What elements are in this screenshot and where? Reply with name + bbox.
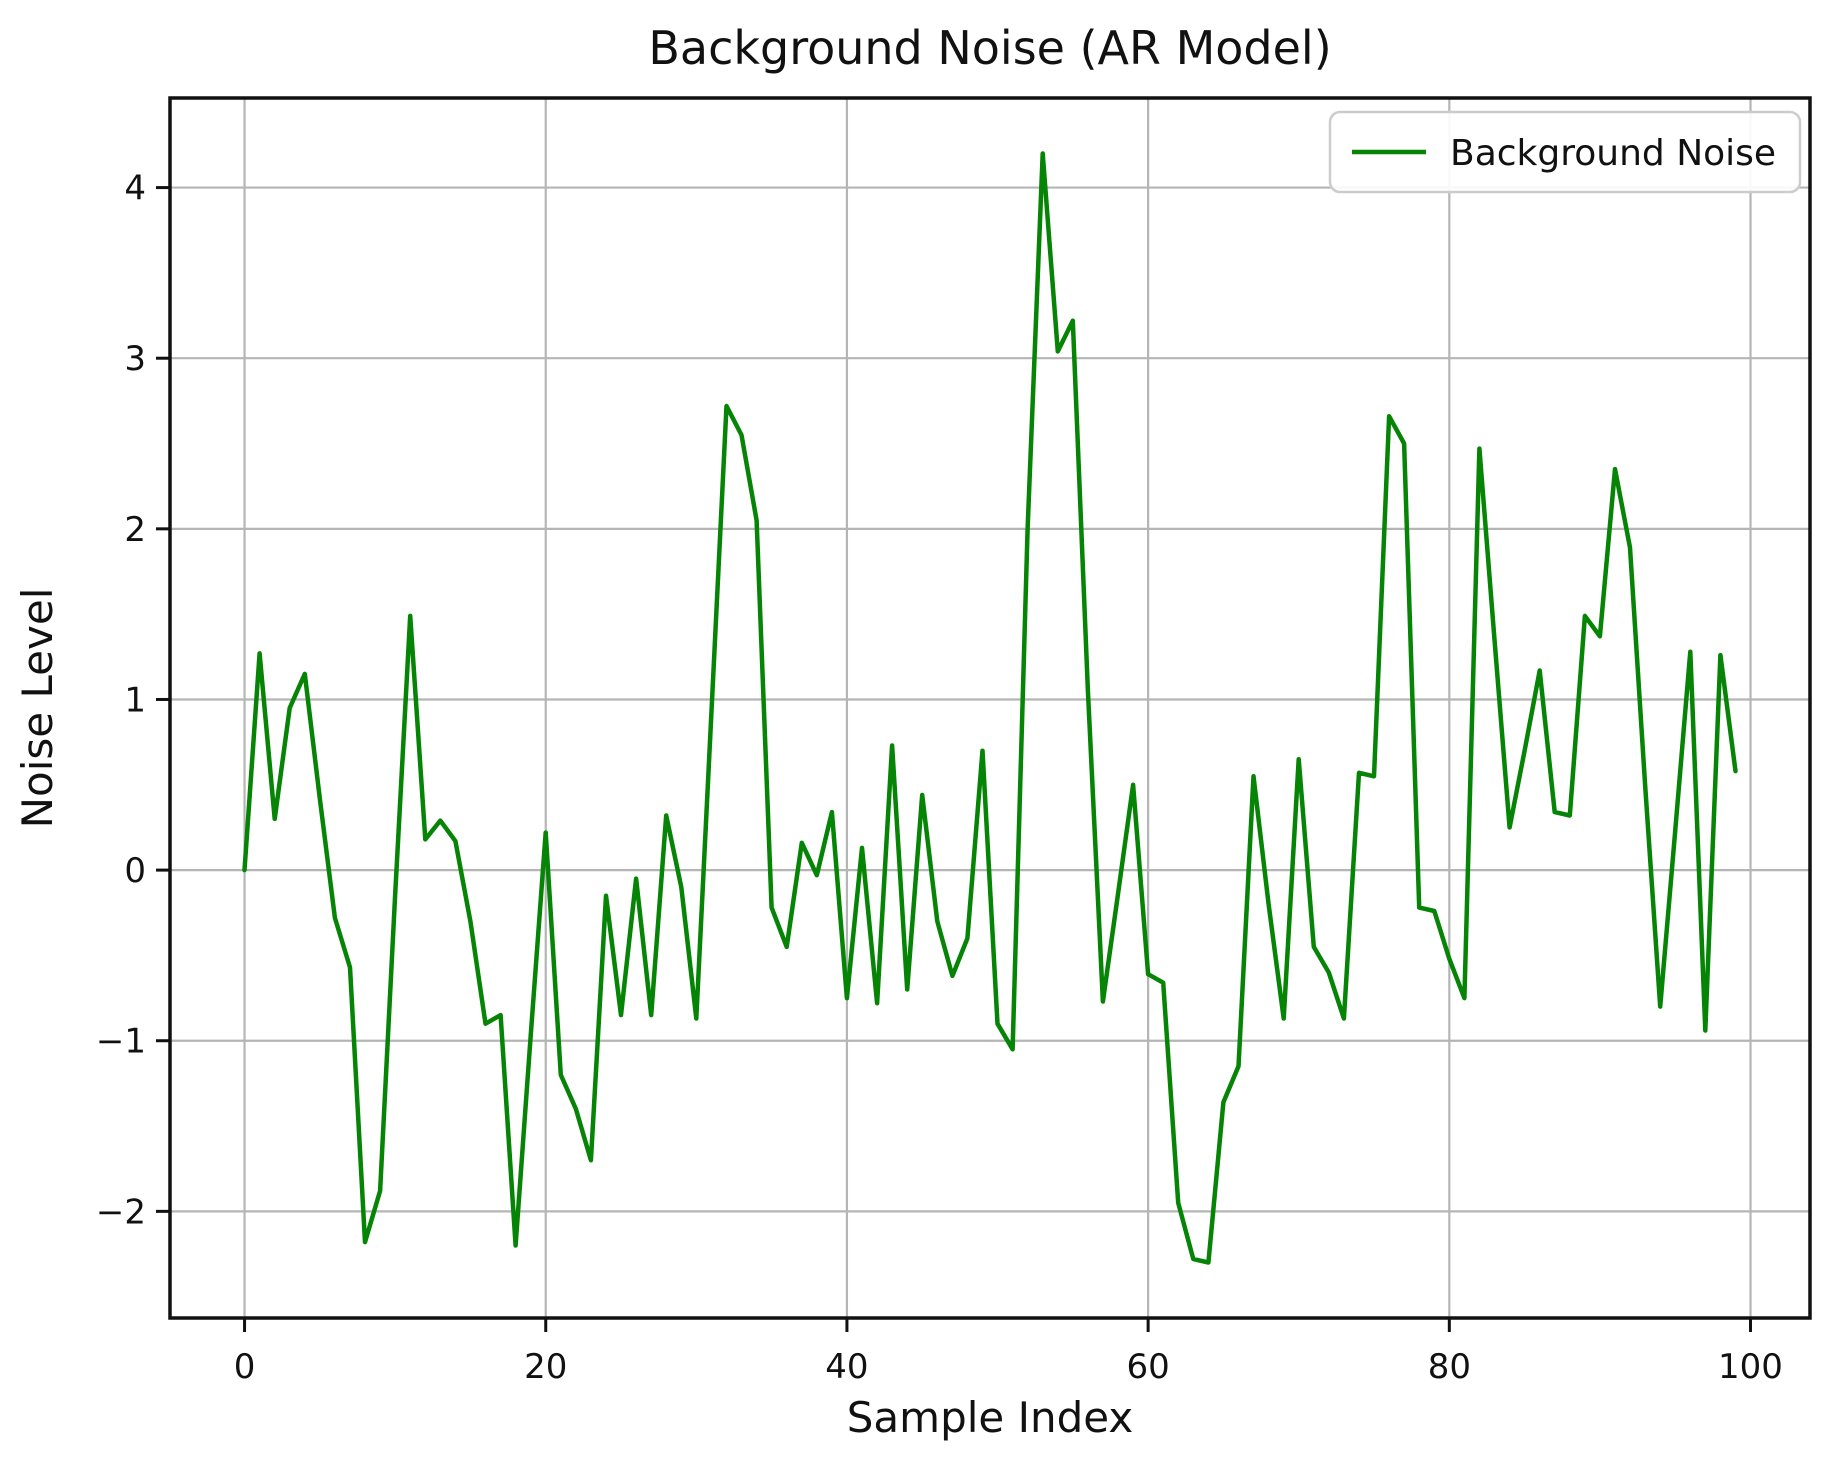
x-tick-label: 0 bbox=[234, 1347, 256, 1387]
y-axis-label: Noise Level bbox=[13, 588, 62, 829]
legend-entry-label: Background Noise bbox=[1450, 133, 1776, 174]
y-tick-label: 1 bbox=[124, 680, 146, 720]
tick-labels: 0 20 40 60 80 100 −2 −1 0 1 2 3 4 bbox=[96, 169, 1783, 1387]
tick-marks bbox=[156, 186, 1753, 1332]
y-tick-label: −2 bbox=[96, 1192, 146, 1232]
x-tick-label: 40 bbox=[825, 1347, 868, 1387]
axes-spines bbox=[168, 96, 1812, 1320]
x-tick-label: 80 bbox=[1428, 1347, 1471, 1387]
y-tick-label: −1 bbox=[96, 1022, 146, 1062]
y-tick-label: 4 bbox=[124, 169, 146, 209]
data-series-layer bbox=[242, 151, 1738, 1265]
x-tick-label: 100 bbox=[1718, 1347, 1783, 1387]
y-tick-label: 2 bbox=[124, 510, 146, 550]
y-tick-label: 0 bbox=[124, 851, 146, 891]
chart-title: Background Noise (AR Model) bbox=[648, 21, 1331, 75]
x-axis-label: Sample Index bbox=[847, 1393, 1133, 1442]
y-tick-label: 3 bbox=[124, 339, 146, 379]
noise-line-series bbox=[242, 151, 1738, 1265]
legend-box bbox=[1328, 110, 1802, 194]
legend: Background Noise bbox=[1328, 110, 1802, 194]
plot-border bbox=[168, 96, 1812, 1320]
x-tick-label: 60 bbox=[1126, 1347, 1169, 1387]
x-tick-label: 20 bbox=[524, 1347, 567, 1387]
